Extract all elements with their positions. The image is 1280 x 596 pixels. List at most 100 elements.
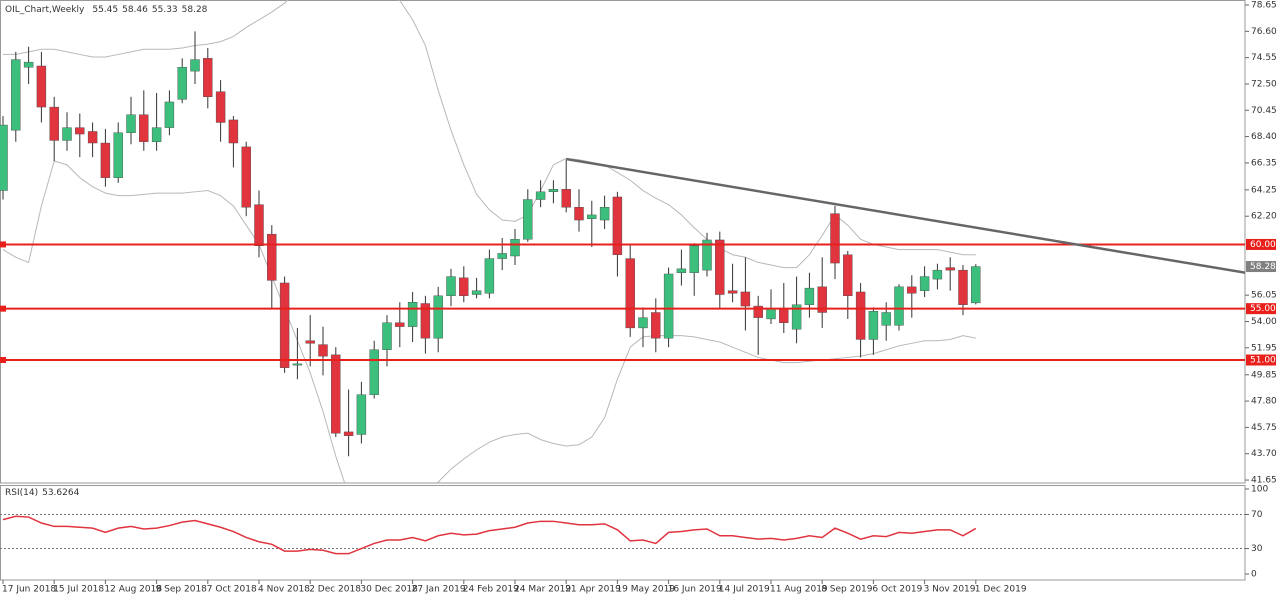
x-tick-label: 7 Oct 2018 [207,585,257,595]
candle-body [407,302,418,327]
y-tick-label: 66.35 [1251,158,1277,168]
candle-body [919,276,930,291]
candle-body [561,189,571,208]
candle-body [894,286,904,326]
candle-body [395,322,405,327]
y-tick-label: 70 [1251,510,1263,520]
candle-body [868,311,879,340]
candle-body [676,268,687,273]
candle-body [689,245,699,273]
candle-body [830,213,840,264]
candle-body [177,67,187,100]
y-tick-label: 76.60 [1251,27,1277,37]
level-label: 60.00 [1250,240,1276,250]
x-tick-label: 2 Dec 2018 [309,585,361,595]
x-tick-label: 16 Jun 2019 [668,585,722,595]
chart-header: OIL_Chart,Weekly 55.45 58.46 55.33 58.28 [5,5,208,15]
candle-body [113,132,123,178]
candle-body [715,239,725,295]
level-marker [0,241,6,248]
x-tick-label: 21 Apr 2019 [565,585,621,595]
candle-body [241,146,251,208]
y-tick-label: 51.95 [1251,343,1277,353]
candle-body [23,61,34,68]
candle-body [267,233,277,281]
candle-body [651,312,661,339]
candle-body [382,322,392,350]
candle-body [190,59,200,72]
candle-body [945,267,955,271]
candle-body [753,305,763,318]
candle-body [318,344,328,357]
rsi-plot [0,514,1245,555]
level-label-box [1246,303,1276,315]
y-tick-label: 56.05 [1251,291,1277,301]
candle-body [305,340,315,344]
y-tick-label: 64.25 [1251,185,1277,195]
main-plot [0,0,1245,483]
candle-body [343,431,354,436]
candle-body [804,287,815,305]
x-tick-label: 17 Jun 2018 [2,585,56,595]
level-label: 55.00 [1250,304,1276,314]
x-tick-label: 4 Nov 2018 [258,585,310,595]
candle-body [369,349,379,395]
candle-body [36,65,47,108]
candle-body [843,254,853,297]
candle-body [638,317,648,329]
last-price-label: 58.28 [1250,262,1276,272]
open-value: 55.45 [92,5,118,15]
y-tick-label: 0 [1251,570,1257,580]
rsi-line [2,515,977,555]
level-label-box [1246,354,1276,366]
y-tick-label: 68.40 [1251,132,1277,142]
candle-body [574,207,584,221]
x-tick-label: 30 Dec 2018 [360,585,418,595]
candle-body [663,273,674,339]
candle-body [87,131,98,144]
candle-body [599,207,610,221]
x-tick-label: 6 Oct 2019 [872,585,922,595]
rsi-panel-border [0,485,1246,581]
x-tick-label: 8 Sep 2019 [821,585,873,595]
candle-body [907,286,917,294]
y-tick-label: 45.75 [1251,423,1277,433]
low-value: 55.33 [152,5,178,15]
rsi-value: 53.6264 [42,488,79,498]
level-label-box [1246,238,1276,250]
x-tick-label: 11 Aug 2019 [770,585,828,595]
candle-body [331,354,341,434]
candle-body [420,303,431,339]
candle-body [471,290,482,295]
y-tick-label: 54.00 [1251,317,1277,327]
x-tick-label: 24 Feb 2019 [463,585,519,595]
candle-body [779,308,789,323]
candle-body [75,127,85,135]
candle-body [791,304,802,330]
candle-body [702,239,712,271]
candle-body [523,199,533,240]
y-tick-label: 41.65 [1251,476,1277,486]
last-price-box [1246,261,1276,273]
y-tick-label: 78.65 [1251,1,1277,11]
candle-body [164,101,175,128]
candle-body [62,127,72,141]
candle-body [548,189,559,193]
band-upper [3,0,976,269]
x-tick-label: 3 Nov 2019 [924,585,976,595]
candle-body [228,119,239,144]
candle-body [126,114,136,133]
candle-body [215,91,226,123]
candle-body [49,106,59,141]
candle-body [932,269,943,280]
candle-body [510,239,520,257]
candle-body [151,127,162,142]
y-tick-label: 74.55 [1251,53,1277,63]
candle-body [855,291,866,340]
candle-body [279,282,290,368]
y-tick-label: 30 [1251,544,1263,554]
candle-body [254,204,264,246]
candle-body [958,269,968,305]
trendline [565,157,1245,274]
